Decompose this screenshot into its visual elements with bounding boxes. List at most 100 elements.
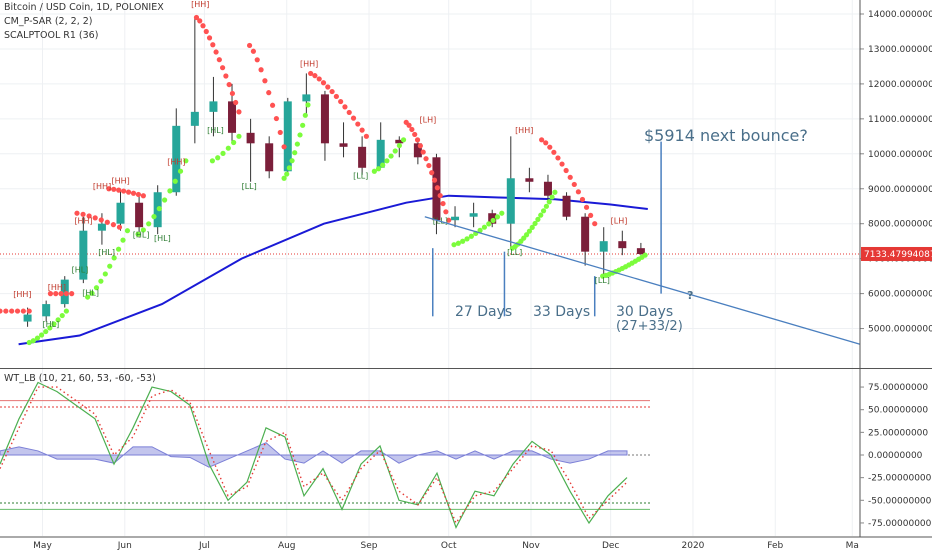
candle-body xyxy=(451,216,460,221)
sar-dot-down xyxy=(80,211,86,217)
sar-dot-up xyxy=(89,290,95,296)
osc-wt1-line xyxy=(0,381,628,530)
sar-dot-down xyxy=(69,291,75,297)
sar-dot-up xyxy=(477,227,483,233)
swing-label: [HH] xyxy=(167,157,185,166)
swing-label: [HH] xyxy=(93,182,111,191)
sar-dot-down xyxy=(359,127,365,133)
swing-label: [HL] xyxy=(133,231,150,240)
price-tick-label: 11000.00000000 xyxy=(868,115,932,125)
sar-dot-down xyxy=(53,291,59,297)
sar-dot-up xyxy=(529,224,535,231)
moving-average xyxy=(18,194,648,346)
sar-dot-down xyxy=(106,186,112,192)
sar-dot-up xyxy=(468,233,474,239)
sar-dot-down xyxy=(3,308,9,314)
sar-dot-down xyxy=(355,121,361,127)
candle-body xyxy=(395,139,404,144)
sar-dot-up xyxy=(115,246,122,252)
candle-body xyxy=(209,101,218,112)
sar-dot-down xyxy=(547,144,553,150)
current-price-badge xyxy=(861,246,932,261)
sar-dot-up xyxy=(26,339,32,346)
sar-dot-down xyxy=(539,137,545,143)
osc-tick-label: 75.00000000 xyxy=(868,383,928,393)
sar-dot-up xyxy=(490,217,496,224)
sar-dot-up xyxy=(460,238,466,244)
sar-dot-up xyxy=(51,321,57,327)
sar-dot-up xyxy=(167,188,173,194)
sar-dot-up xyxy=(523,232,530,238)
candle-body xyxy=(265,143,274,172)
sar-dot-down xyxy=(412,131,418,138)
sar-dot-down xyxy=(111,186,117,192)
sar-dot-down xyxy=(338,98,344,105)
wavetrend-oscillator xyxy=(0,381,628,530)
sar-dot-up xyxy=(526,228,533,234)
sar-dot-down xyxy=(446,217,452,223)
sar-dot-down xyxy=(236,109,242,115)
candle-body xyxy=(116,202,125,224)
sar-dot-up xyxy=(538,212,544,218)
swing-label: [HH] xyxy=(191,0,209,9)
sar-dot-up xyxy=(162,197,168,203)
sar-dot-up xyxy=(135,231,141,237)
sar-dot-up xyxy=(156,206,162,212)
cycle-27-days: 27 Days xyxy=(455,304,512,320)
sar-dot-down xyxy=(342,104,348,110)
sar-dot-down xyxy=(223,73,229,79)
sar-dot-down xyxy=(116,224,123,230)
candlesticks xyxy=(23,17,645,327)
sar-dot-down xyxy=(26,308,32,314)
candle-body xyxy=(172,125,181,193)
swing-label: [HL] xyxy=(42,320,59,329)
candle-body xyxy=(469,213,478,217)
sar-dot-up xyxy=(543,203,549,209)
sar-dot-up xyxy=(107,263,113,269)
sar-dot-down xyxy=(273,115,280,122)
sar-dot-down xyxy=(316,76,322,82)
sar-dot-down xyxy=(429,170,435,176)
swing-label: [LH] xyxy=(611,217,628,226)
osc-tick-label: -50.00000000 xyxy=(868,496,932,506)
sar-dot-up xyxy=(111,255,117,261)
candle-body xyxy=(358,146,367,168)
sar-dot-up xyxy=(289,158,295,164)
sar-dot-down xyxy=(213,49,219,55)
price-tick-label: 10000.00000000 xyxy=(868,150,932,160)
sar-dot-down xyxy=(226,81,232,88)
price-tick-label: 14000.00000000 xyxy=(868,10,932,20)
swing-label: [LL] xyxy=(353,171,368,180)
bounce-label: $5914 next bounce? xyxy=(644,126,808,145)
time-tick-label: Oct xyxy=(441,541,457,550)
indicator-psar-label: CM_P-SAR (2, 2, 2) xyxy=(4,16,93,27)
sar-dot-down xyxy=(92,215,98,221)
time-tick-label: Ma xyxy=(846,541,859,550)
sar-dot-down xyxy=(409,126,415,133)
candle-body xyxy=(302,94,311,102)
sar-dot-down xyxy=(258,67,264,73)
sar-dot-up xyxy=(102,271,108,277)
sar-dot-up xyxy=(499,210,505,216)
candle-body xyxy=(79,230,88,280)
sar-dot-down xyxy=(551,149,557,155)
candle-body xyxy=(135,202,144,228)
sar-dot-up xyxy=(302,112,308,118)
sar-dot-down xyxy=(312,73,318,79)
parabolic-sar xyxy=(0,14,648,346)
sar-dot-up xyxy=(34,335,41,341)
time-tick-label: Jun xyxy=(117,541,132,550)
sar-dot-down xyxy=(588,212,594,219)
sar-dot-up xyxy=(451,242,457,248)
question-mark: ? xyxy=(687,289,693,302)
sar-dot-up xyxy=(146,221,152,227)
sar-dot-down xyxy=(431,177,438,183)
swing-label: [HL] xyxy=(82,288,99,297)
swing-label: [HH] xyxy=(13,290,31,299)
sar-dot-up xyxy=(236,133,242,139)
sar-dot-up xyxy=(455,240,461,246)
sar-dot-down xyxy=(346,109,352,116)
sar-dot-down xyxy=(363,133,369,139)
candle-body xyxy=(376,139,385,168)
